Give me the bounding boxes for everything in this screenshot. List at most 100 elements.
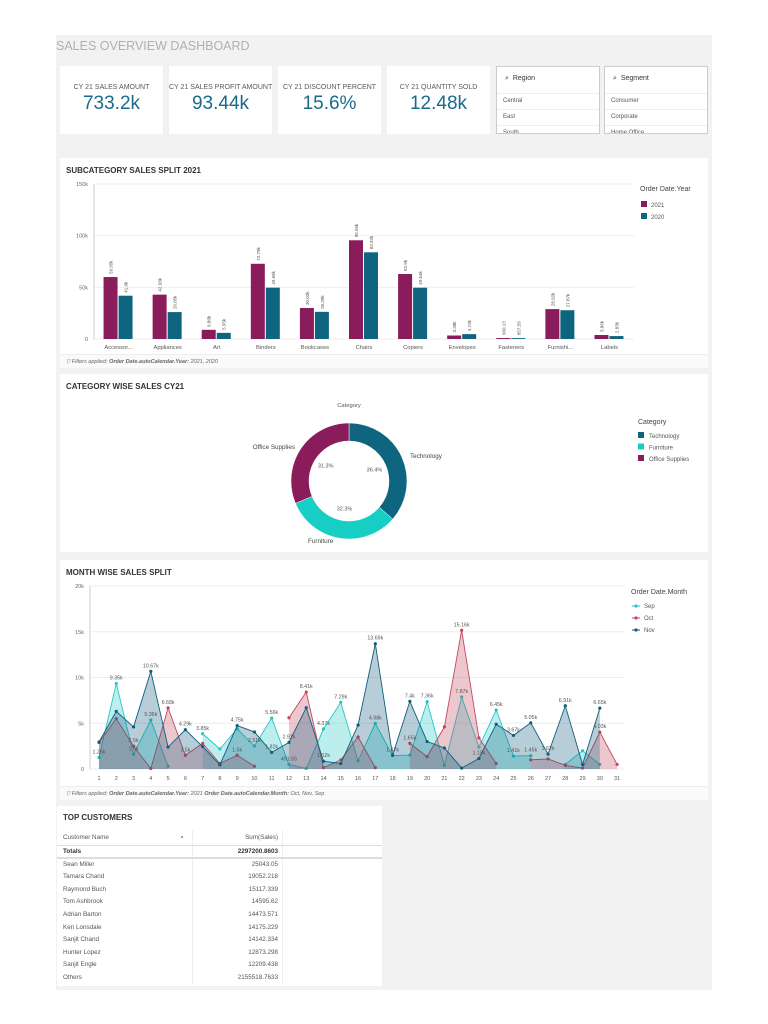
data-point-Nov: [287, 740, 291, 744]
bar-value-label: 26.05k: [173, 295, 178, 309]
data-point-Sep: [494, 708, 498, 712]
data-point-Sep: [425, 700, 429, 704]
sales-value: 19052.218: [192, 871, 282, 884]
customer-name: Tamara Chand: [63, 873, 105, 881]
y-tick-label: 20k: [75, 584, 84, 590]
sales-value: 14142.334: [192, 934, 282, 947]
customer-name: Sanjit Chand: [63, 936, 100, 944]
totals-label: Totals: [63, 848, 82, 855]
y-tick-label: 0: [81, 767, 84, 773]
legend-swatch: [638, 443, 644, 450]
column-header-customer[interactable]: Customer Name: [63, 834, 109, 841]
table-row[interactable]: Sean Miller 25043.05: [57, 858, 382, 872]
panel-title: SUBCATEGORY SALES SPLIT 2021: [66, 166, 201, 175]
bar-value-label: 30.02k: [305, 291, 310, 305]
data-point-Nov: [460, 766, 464, 770]
table-row[interactable]: Hunter Lopez 12873.298: [57, 946, 382, 960]
table-row[interactable]: Sanjit Chand 14142.334: [57, 934, 382, 947]
x-tick-label: 24: [493, 776, 499, 782]
filter-pane-segment[interactable]: ⌕ Segment Consumer Corporate Home Office: [604, 66, 708, 134]
data-label: 1.82k: [265, 744, 278, 750]
x-tick-label: 14: [320, 776, 326, 782]
x-tick-label: 18: [390, 776, 396, 782]
column-header-sales[interactable]: Sum(Sales): [192, 830, 282, 845]
bar-2020: [462, 334, 477, 339]
table-row[interactable]: Ken Lonsdale 14175.229: [57, 921, 382, 935]
filter-item[interactable]: South: [497, 126, 599, 133]
legend-item: 2020: [651, 215, 665, 221]
bar-value-label: 3.38k: [452, 321, 457, 333]
legend-swatch: [638, 455, 644, 461]
data-point-Oct: [114, 717, 118, 721]
data-point-Nov: [218, 763, 222, 767]
search-icon[interactable]: ⌕: [613, 75, 617, 82]
bar-value-label: 4.73k: [467, 319, 472, 331]
table-row[interactable]: Adrian Barton 14473.571: [57, 908, 382, 922]
bar-2021: [398, 274, 413, 339]
data-label: 6.68k: [162, 700, 175, 706]
search-icon[interactable]: ⌕: [180, 834, 184, 841]
x-tick-label: 9: [236, 776, 239, 782]
data-point-Nov: [563, 704, 567, 708]
search-icon[interactable]: ⌕: [505, 75, 509, 82]
x-tick-label: 2: [115, 776, 118, 782]
data-point-Sep: [131, 752, 136, 756]
bar-2021: [299, 307, 314, 339]
filter-item[interactable]: East: [497, 110, 599, 126]
data-label: 6.45k: [490, 702, 503, 708]
data-point-Nov: [529, 721, 533, 725]
legend-title: Order Date.Year: [640, 186, 691, 193]
footer-field-2: Order Date.autoCalendar.Month:: [204, 791, 289, 797]
data-label: 1.62k: [542, 746, 555, 752]
filter-item[interactable]: Central: [497, 94, 599, 110]
table-row[interactable]: Raymond Buch 15117.339: [57, 883, 382, 897]
data-point-Sep: [97, 755, 101, 760]
filter-pane-region[interactable]: ⌕ Region Central East South: [496, 66, 600, 134]
month-area-chart: 0 5k 10k 15k 20k 1.26k 9.35k 1.6k 5.36k 3.85k 2.51…: [75, 584, 687, 782]
table-row[interactable]: Tamara Chand 19052.218: [57, 871, 382, 884]
bar-value-label: 26.28k: [320, 295, 325, 309]
area-Nov: [99, 643, 600, 769]
footer-value: 2021: [190, 791, 203, 797]
data-label: 7.87k: [455, 689, 468, 695]
subcategory-sales-panel: SUBCATEGORY SALES SPLIT 2021 0 50k 100k 150…: [60, 158, 708, 368]
data-label: 1.65k: [403, 735, 416, 741]
filter-item[interactable]: Consumer: [605, 94, 707, 110]
bar-2021: [103, 277, 118, 339]
data-label: 7.36k: [421, 694, 434, 700]
x-tick-label: 31: [614, 776, 620, 782]
footer-value-2: Oct, Nov, Sep: [290, 791, 325, 797]
y-tick-label: 50k: [79, 285, 88, 291]
filter-item[interactable]: Corporate: [605, 110, 707, 126]
data-label: 9.35k: [110, 675, 123, 681]
bar-2020: [560, 310, 575, 339]
table-row[interactable]: Tom Ashbrook 14595.62: [57, 896, 382, 909]
data-label: 5.05k: [524, 715, 537, 721]
bar-2021: [201, 329, 216, 339]
x-tick-label: 6: [184, 776, 187, 782]
filter-item[interactable]: Home Office: [605, 126, 707, 133]
table-title: TOP CUSTOMERS: [63, 813, 133, 822]
y-tick-label: 150k: [76, 182, 88, 188]
data-point-Sep: [529, 754, 533, 758]
x-tick-label: Labels: [601, 345, 618, 351]
bar-value-label: 5.95k: [222, 318, 227, 330]
table-row[interactable]: Sanjit Engle 12209.438: [57, 959, 382, 972]
line-Sep: [202, 695, 531, 770]
data-point-Oct: [546, 757, 550, 761]
data-point-Sep: [511, 754, 516, 758]
data-point-Nov: [114, 709, 118, 713]
table-row[interactable]: Others 2155518.7633: [57, 971, 382, 985]
filter-title: Segment: [620, 75, 649, 82]
x-tick-label: 26: [528, 776, 534, 782]
kpi-label: CY 21 QUANTITY SOLD: [399, 84, 478, 91]
legend-marker: [634, 628, 638, 632]
data-point-Sep: [149, 718, 153, 722]
data-point-Oct: [235, 753, 239, 757]
data-point-Oct: [425, 755, 429, 759]
bar-value-label: 72.79k: [256, 247, 261, 261]
area-Oct: [409, 630, 497, 769]
data-point-Oct: [356, 735, 360, 739]
data-label: 4.29k: [179, 722, 192, 728]
data-label: 1.15k: [472, 750, 485, 756]
